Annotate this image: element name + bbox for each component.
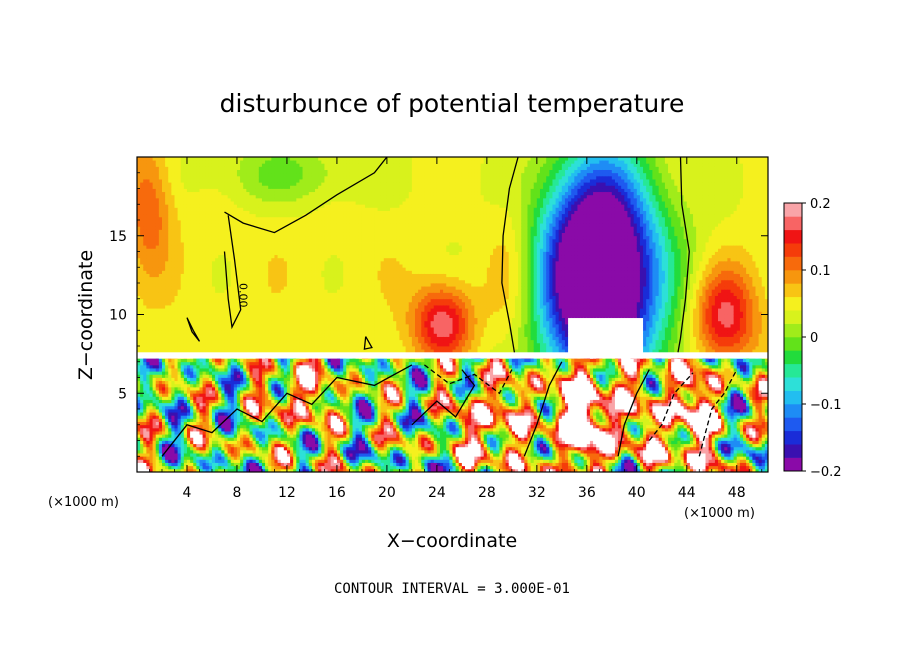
x-tick-label: 12 [278,485,296,501]
x-tick-label: 20 [378,485,396,501]
colorbar-swatch [784,458,802,472]
y-tick-label: 10 [109,308,127,324]
colorbar-swatch [784,377,802,391]
colorbar-swatch [784,337,802,351]
colorbar-swatch [784,257,802,271]
x-tick-label: 32 [528,485,546,501]
colorbar-swatch [784,203,802,217]
x-unit-right: (×1000 m) [684,506,755,521]
y-axis-title: Z−coordinate [75,250,97,380]
x-tick-label: 36 [578,485,596,501]
colorbar-tick-label: 0 [810,331,818,346]
y-tick-label: 15 [109,229,127,245]
x-tick-label: 28 [478,485,496,501]
colorbar-swatch [784,350,802,364]
colorbar-swatch [784,230,802,244]
colorbar-swatch [784,243,802,257]
plot-area: 0.00 [137,154,768,473]
heatmap-field [137,154,768,473]
x-tick-label: 24 [428,485,446,501]
x-tick-label: 40 [628,485,646,501]
colorbar-swatch [784,324,802,338]
colorbar-swatch [784,216,802,230]
colorbar-swatch [784,391,802,405]
colorbar-tick-label: 0.1 [810,264,831,279]
colorbar-tick-label: −0.1 [810,398,842,413]
x-unit-left: (×1000 m) [48,495,119,510]
y-tick-label: 5 [118,386,127,402]
colorbar-swatch [784,283,802,297]
colorbar-swatch [784,404,802,418]
contour-interval-note: CONTOUR INTERVAL = 3.000E-01 [334,581,570,597]
colorbar-swatch [784,431,802,445]
x-tick-label: 4 [183,485,192,501]
colorbar-tick-label: −0.2 [810,465,842,480]
x-tick-label: 44 [678,485,696,501]
x-tick-label: 16 [328,485,346,501]
colorbar-swatch [784,310,802,324]
colorbar-swatch [784,417,802,431]
contour-label: 0.00 [237,283,250,308]
colorbar: 0.2 0.1 0 −0.1 −0.2 [784,197,842,480]
x-tick-label: 8 [232,485,241,501]
chart-title: disturbunce of potential temperature [220,89,685,118]
colorbar-swatch [784,364,802,378]
chart-figure: disturbunce of potential temperature 0.0… [0,0,904,654]
interface-band [137,352,768,358]
colorbar-tick-label: 0.2 [810,197,831,212]
colorbar-swatch [784,444,802,458]
colorbar-swatch [784,297,802,311]
colorbar-swatch [784,270,802,284]
x-tick-label: 48 [728,485,746,501]
x-axis-title: X−coordinate [387,530,517,552]
chart-svg: disturbunce of potential temperature 0.0… [0,0,904,654]
